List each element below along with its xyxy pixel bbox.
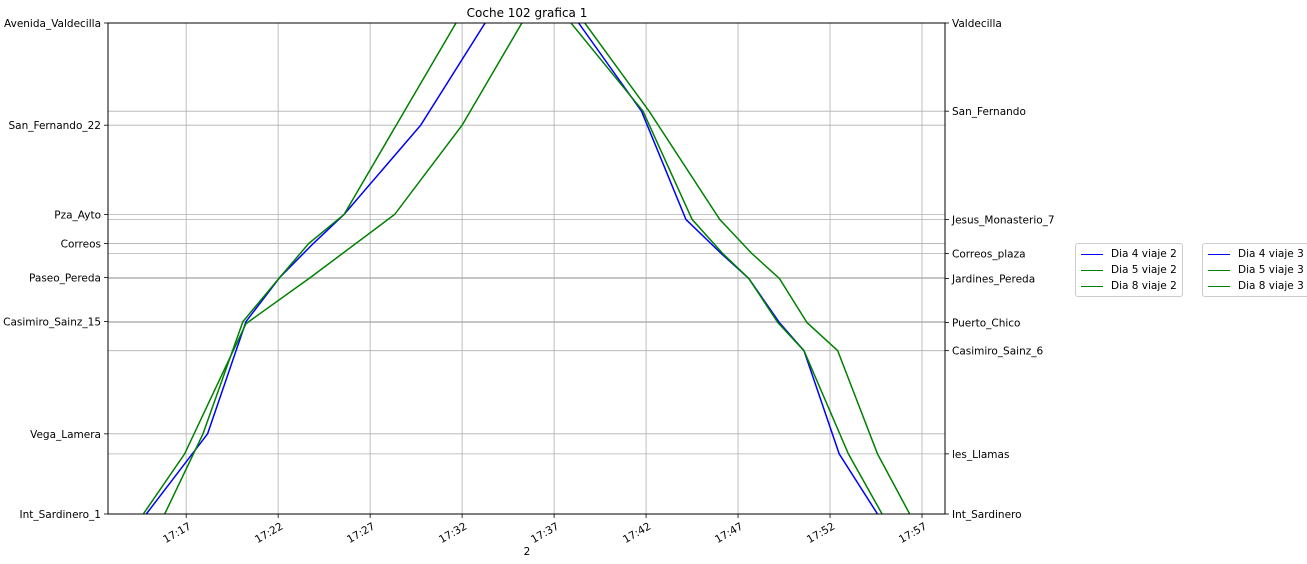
legend-label: Dia 5 viaje 3 <box>1238 264 1304 276</box>
legend-entry: Dia 4 viaje 2 <box>1081 246 1177 262</box>
series-line-dia-5-viaje-3 <box>570 23 883 514</box>
right-stop-label: Valdecilla <box>952 18 1002 30</box>
x-tick-label: 17:37 <box>529 520 561 546</box>
legend-label: Dia 5 viaje 2 <box>1111 264 1177 276</box>
legend-entry: Dia 8 viaje 2 <box>1081 278 1177 294</box>
x-tick-label: 17:22 <box>253 520 285 546</box>
series-layer <box>142 23 911 514</box>
x-tick-label: 17:27 <box>345 520 377 546</box>
right-stop-label: Int_Sardinero <box>952 509 1022 521</box>
legend-swatch <box>1081 285 1103 287</box>
legend-swatch <box>1208 269 1230 271</box>
left-stop-label: San_Fernando_22 <box>8 120 101 132</box>
left-stop-label: Vega_Lamera <box>30 429 101 441</box>
plot-frame <box>107 22 946 515</box>
x-tick-label: 17:17 <box>161 520 193 546</box>
x-tick-label: 17:52 <box>805 520 837 546</box>
x-axis-label: 2 <box>524 546 531 558</box>
left-stop-label: Paseo_Pereda <box>29 273 101 285</box>
legend-swatch <box>1081 269 1103 271</box>
tick-labels: 17:17 17:22 17:27 17:32 17:37 17:42 17:47 17:52… <box>3 18 1054 546</box>
right-stop-label: Jesus_Monasterio_7 <box>951 214 1055 226</box>
left-stop-label: Casimiro_Sainz_15 <box>3 317 101 329</box>
grid-lines <box>108 22 945 515</box>
right-stop-label: Casimiro_Sainz_6 <box>952 346 1043 358</box>
legend-trips-2: Dia 4 viaje 2 Dia 5 viaje 2 Dia 8 viaje 2 <box>1075 243 1183 297</box>
left-stop-label: Int_Sardinero_1 <box>20 509 102 521</box>
left-stop-label: Correos <box>61 238 101 250</box>
legend-swatch <box>1081 253 1103 255</box>
x-tick-label: 17:32 <box>437 520 469 546</box>
legend-swatch <box>1208 285 1230 287</box>
x-tick-label: 17:42 <box>621 520 653 546</box>
series-line-dia-8-viaje-2 <box>142 23 523 514</box>
right-stop-label: Correos_plaza <box>952 248 1026 260</box>
legend-label: Dia 4 viaje 2 <box>1111 248 1177 260</box>
left-stop-label: Avenida_Valdecilla <box>4 18 101 30</box>
legend-entry: Dia 4 viaje 3 <box>1208 246 1304 262</box>
x-tick-label: 17:47 <box>713 520 745 546</box>
right-stop-label: San_Fernando <box>952 106 1026 118</box>
legend-label: Dia 4 viaje 3 <box>1238 248 1304 260</box>
legend-label: Dia 8 viaje 3 <box>1238 280 1304 292</box>
legend-swatch <box>1208 253 1230 255</box>
right-stop-label: Puerto_Chico <box>952 318 1020 330</box>
series-line-dia-4-viaje-3 <box>577 23 879 514</box>
right-stop-label: les_Llamas <box>952 449 1009 461</box>
legend-trips-3: Dia 4 viaje 3 Dia 5 viaje 3 Dia 8 viaje 3 <box>1202 243 1307 297</box>
legend-label: Dia 8 viaje 2 <box>1111 280 1177 292</box>
legend-entry: Dia 8 viaje 3 <box>1208 278 1304 294</box>
legend-entry: Dia 5 viaje 2 <box>1081 262 1177 278</box>
chart-title: Coche 102 grafica 1 <box>467 6 588 20</box>
series-line-dia-4-viaje-2 <box>145 23 486 514</box>
series-line-dia-8-viaje-3 <box>584 23 911 514</box>
x-tick-label: 17:57 <box>897 520 929 546</box>
left-stop-label: Pza_Ayto <box>54 209 101 221</box>
right-stop-label: Jardines_Pereda <box>951 274 1035 286</box>
legend-entry: Dia 5 viaje 3 <box>1208 262 1304 278</box>
series-line-dia-5-viaje-2 <box>164 23 457 514</box>
